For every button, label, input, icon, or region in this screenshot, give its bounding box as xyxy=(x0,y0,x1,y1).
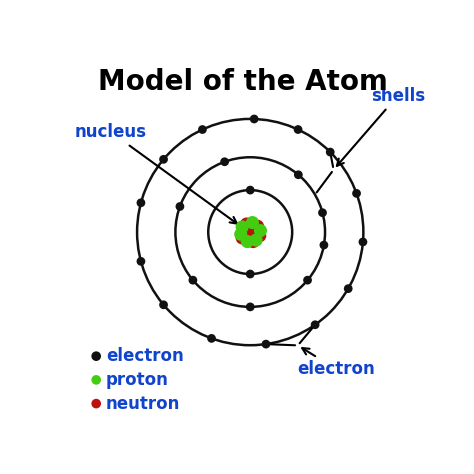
Circle shape xyxy=(249,234,263,246)
Circle shape xyxy=(236,220,249,234)
Circle shape xyxy=(262,340,270,348)
Circle shape xyxy=(220,157,229,166)
Circle shape xyxy=(358,237,367,246)
Text: neutron: neutron xyxy=(106,395,181,412)
Circle shape xyxy=(198,125,207,134)
Circle shape xyxy=(242,228,255,241)
Circle shape xyxy=(326,148,335,156)
Circle shape xyxy=(318,209,327,217)
Circle shape xyxy=(246,270,255,278)
Circle shape xyxy=(207,334,216,343)
Circle shape xyxy=(246,235,260,248)
Circle shape xyxy=(311,320,319,329)
Text: nucleus: nucleus xyxy=(75,123,237,224)
Circle shape xyxy=(91,375,101,385)
Circle shape xyxy=(250,115,258,123)
Circle shape xyxy=(251,219,264,233)
Circle shape xyxy=(234,228,247,241)
Circle shape xyxy=(246,216,259,229)
Circle shape xyxy=(246,186,255,194)
Circle shape xyxy=(294,125,302,134)
Circle shape xyxy=(91,351,101,361)
Text: proton: proton xyxy=(106,371,169,389)
Circle shape xyxy=(159,301,168,309)
Text: Model of the Atom: Model of the Atom xyxy=(98,68,388,96)
Circle shape xyxy=(246,302,255,311)
Circle shape xyxy=(319,241,328,249)
Text: electron: electron xyxy=(298,348,375,378)
Circle shape xyxy=(294,170,303,179)
Circle shape xyxy=(159,155,168,164)
Circle shape xyxy=(189,276,197,284)
Circle shape xyxy=(303,276,312,284)
Circle shape xyxy=(91,399,101,409)
Circle shape xyxy=(254,224,267,237)
Circle shape xyxy=(240,218,253,231)
Circle shape xyxy=(253,229,266,242)
Circle shape xyxy=(245,225,257,238)
Circle shape xyxy=(137,199,146,207)
Circle shape xyxy=(241,235,254,248)
Circle shape xyxy=(137,257,146,266)
Circle shape xyxy=(344,284,353,293)
Text: electron: electron xyxy=(106,347,184,365)
Circle shape xyxy=(175,202,184,211)
Circle shape xyxy=(236,231,249,245)
Circle shape xyxy=(352,189,361,198)
Text: shells: shells xyxy=(337,87,425,166)
